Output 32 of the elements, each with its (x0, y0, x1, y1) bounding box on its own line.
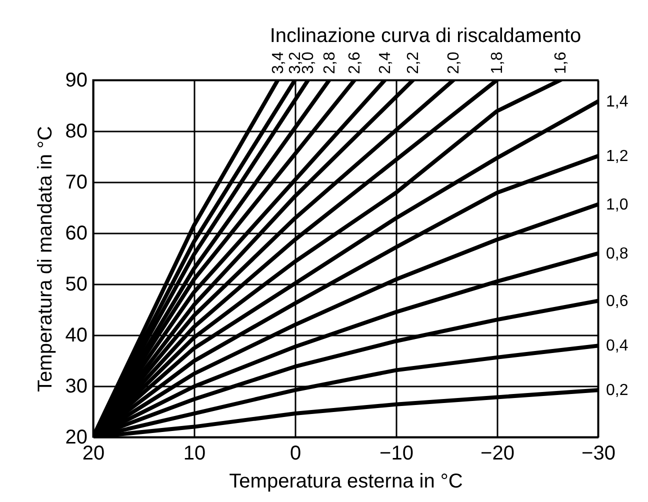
x-tick-label: −20 (480, 442, 514, 464)
series-label: 1,4 (606, 93, 628, 110)
y-tick-label: 40 (65, 324, 88, 346)
y-tick-label: 30 (65, 376, 88, 398)
y-tick-label: 80 (65, 120, 88, 142)
series-label: 0,2 (606, 382, 628, 400)
text: 3,0 (300, 52, 318, 74)
series-label: 1,2 (606, 148, 628, 165)
y-tick-label: 60 (65, 222, 88, 244)
x-tick-label: 10 (183, 442, 206, 464)
x-tick-label: 0 (290, 442, 302, 464)
text: 2,4 (376, 52, 394, 74)
y-axis-title: Temperatura di mandata in °C (34, 126, 56, 392)
text: 1,6 (552, 52, 570, 74)
y-tick-label: 90 (65, 70, 88, 92)
text: 2,6 (346, 52, 364, 74)
text: 1,8 (489, 52, 506, 74)
text: 2,2 (405, 52, 422, 74)
x-tick-label: −30 (582, 442, 616, 464)
x-tick-label: 20 (82, 442, 105, 464)
series-label: 0,8 (606, 245, 628, 262)
series-label: 0,4 (606, 338, 628, 355)
series-label: 0,6 (606, 292, 628, 310)
x-tick-label: −10 (380, 442, 414, 464)
x-axis-title: Temperatura esterna in °C (229, 470, 463, 492)
text: 2,8 (321, 52, 338, 74)
text: 3,4 (270, 52, 287, 74)
y-tick-label: 70 (65, 172, 88, 194)
series-label: 1,0 (606, 196, 628, 214)
legend-title: Inclinazione curva di riscaldamento (270, 24, 582, 47)
text: 2,0 (446, 52, 463, 74)
y-tick-label: 50 (65, 274, 88, 296)
